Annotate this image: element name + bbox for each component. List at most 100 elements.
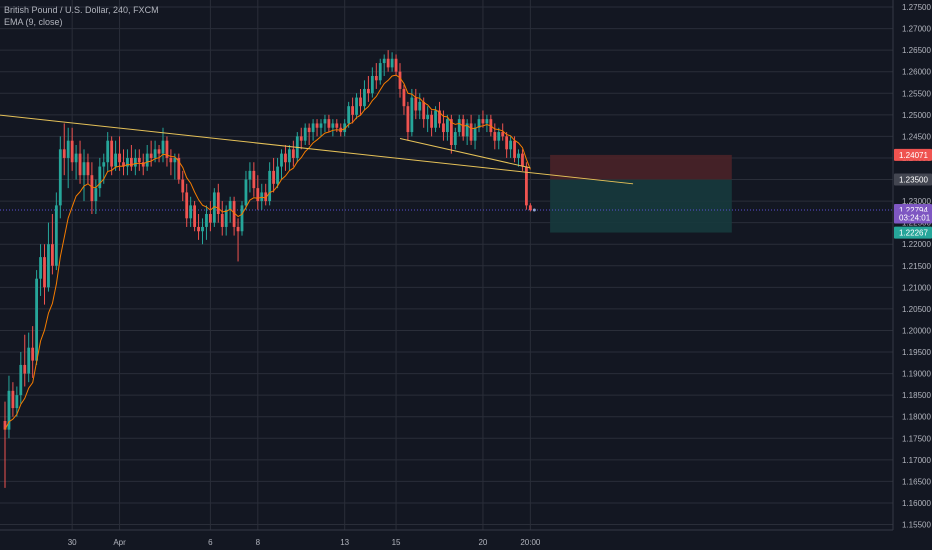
candle-body	[426, 114, 430, 120]
y-tick-label: 1.24500	[902, 132, 931, 141]
candle-body	[181, 179, 185, 193]
candle-body	[165, 140, 169, 158]
candle-body	[398, 71, 402, 89]
candle-body	[288, 149, 291, 163]
candle	[98, 157, 102, 197]
candle	[39, 244, 42, 296]
candle-body	[47, 244, 50, 288]
candle-body	[363, 88, 366, 107]
chart-title[interactable]: British Pound / U.S. Dollar, 240, FXCM	[4, 5, 159, 15]
candle	[201, 218, 204, 245]
candle	[493, 123, 497, 150]
candle-body	[133, 157, 137, 167]
candle-body	[434, 110, 437, 128]
candle-body	[193, 205, 196, 227]
candle-body	[299, 136, 303, 141]
candle	[54, 192, 58, 271]
candle-body	[70, 140, 74, 163]
candle	[528, 203, 532, 212]
candle-body	[386, 58, 390, 68]
candle	[461, 114, 465, 141]
candle-body	[137, 157, 141, 163]
candle-body	[62, 149, 66, 158]
y-tick-label: 1.18000	[902, 413, 931, 422]
candle	[209, 201, 212, 232]
candle-body	[3, 421, 7, 430]
candle	[525, 162, 528, 210]
candle	[122, 149, 125, 176]
y-tick-label: 1.20500	[902, 305, 931, 314]
candle-body	[82, 162, 86, 176]
candle	[11, 382, 15, 417]
price-badge-box	[894, 148, 932, 161]
candle-body	[78, 153, 82, 176]
candle	[126, 149, 129, 176]
candle	[157, 145, 161, 163]
price-badge-label: 1.23500	[899, 176, 928, 185]
candle-body	[359, 97, 362, 107]
candle	[331, 119, 335, 137]
candle	[141, 153, 145, 176]
candle-body	[418, 101, 422, 111]
price-badge-box	[894, 173, 932, 186]
candle-body	[276, 166, 279, 184]
candle-body	[343, 123, 347, 133]
candle	[386, 50, 390, 72]
candle-body	[272, 170, 275, 184]
candle	[149, 140, 153, 167]
candle-body	[268, 170, 272, 202]
candle	[307, 123, 311, 145]
candle	[23, 334, 27, 387]
y-tick-label: 1.17500	[902, 434, 931, 443]
candle	[343, 119, 347, 137]
candle	[248, 162, 252, 193]
candle	[457, 114, 461, 137]
candle-body	[189, 205, 193, 219]
candle-body	[394, 58, 398, 72]
ema-legend[interactable]: EMA (9, close)	[4, 17, 63, 27]
candle-body	[465, 123, 469, 137]
candle-body	[216, 192, 220, 214]
candle-body	[378, 63, 382, 81]
candle	[505, 132, 509, 158]
candle	[327, 114, 331, 133]
y-tick-label: 1.21500	[902, 262, 931, 271]
candle	[402, 84, 406, 115]
candle-body	[244, 179, 248, 206]
candle-body	[525, 166, 528, 206]
candle-body	[39, 257, 42, 279]
candle	[268, 162, 272, 206]
candle-body	[370, 76, 374, 94]
candle-body	[311, 123, 315, 133]
candle-body	[390, 58, 394, 68]
candle	[517, 149, 520, 167]
candle	[359, 88, 362, 115]
candle-body	[347, 106, 351, 124]
candle-body	[291, 149, 295, 158]
candle	[169, 149, 173, 176]
candle	[509, 136, 512, 158]
x-tick-label: 6	[208, 538, 213, 547]
candle	[19, 352, 23, 404]
y-tick-label: 1.26500	[902, 46, 931, 55]
candle	[394, 54, 398, 76]
y-tick-label: 1.25000	[902, 111, 931, 120]
candle-body	[497, 132, 501, 141]
candle	[185, 183, 189, 227]
candle	[284, 145, 287, 171]
y-tick-label: 1.21000	[902, 283, 931, 292]
candle-body	[323, 119, 327, 124]
candle-body	[248, 170, 252, 180]
candle	[465, 119, 469, 145]
candle	[197, 214, 200, 240]
candle	[78, 140, 82, 184]
candle-body	[209, 214, 212, 223]
candle	[272, 157, 275, 193]
candle	[133, 149, 137, 176]
candle	[477, 114, 481, 133]
candle-body	[15, 395, 19, 409]
candle-body	[280, 153, 283, 167]
candle	[288, 145, 291, 171]
